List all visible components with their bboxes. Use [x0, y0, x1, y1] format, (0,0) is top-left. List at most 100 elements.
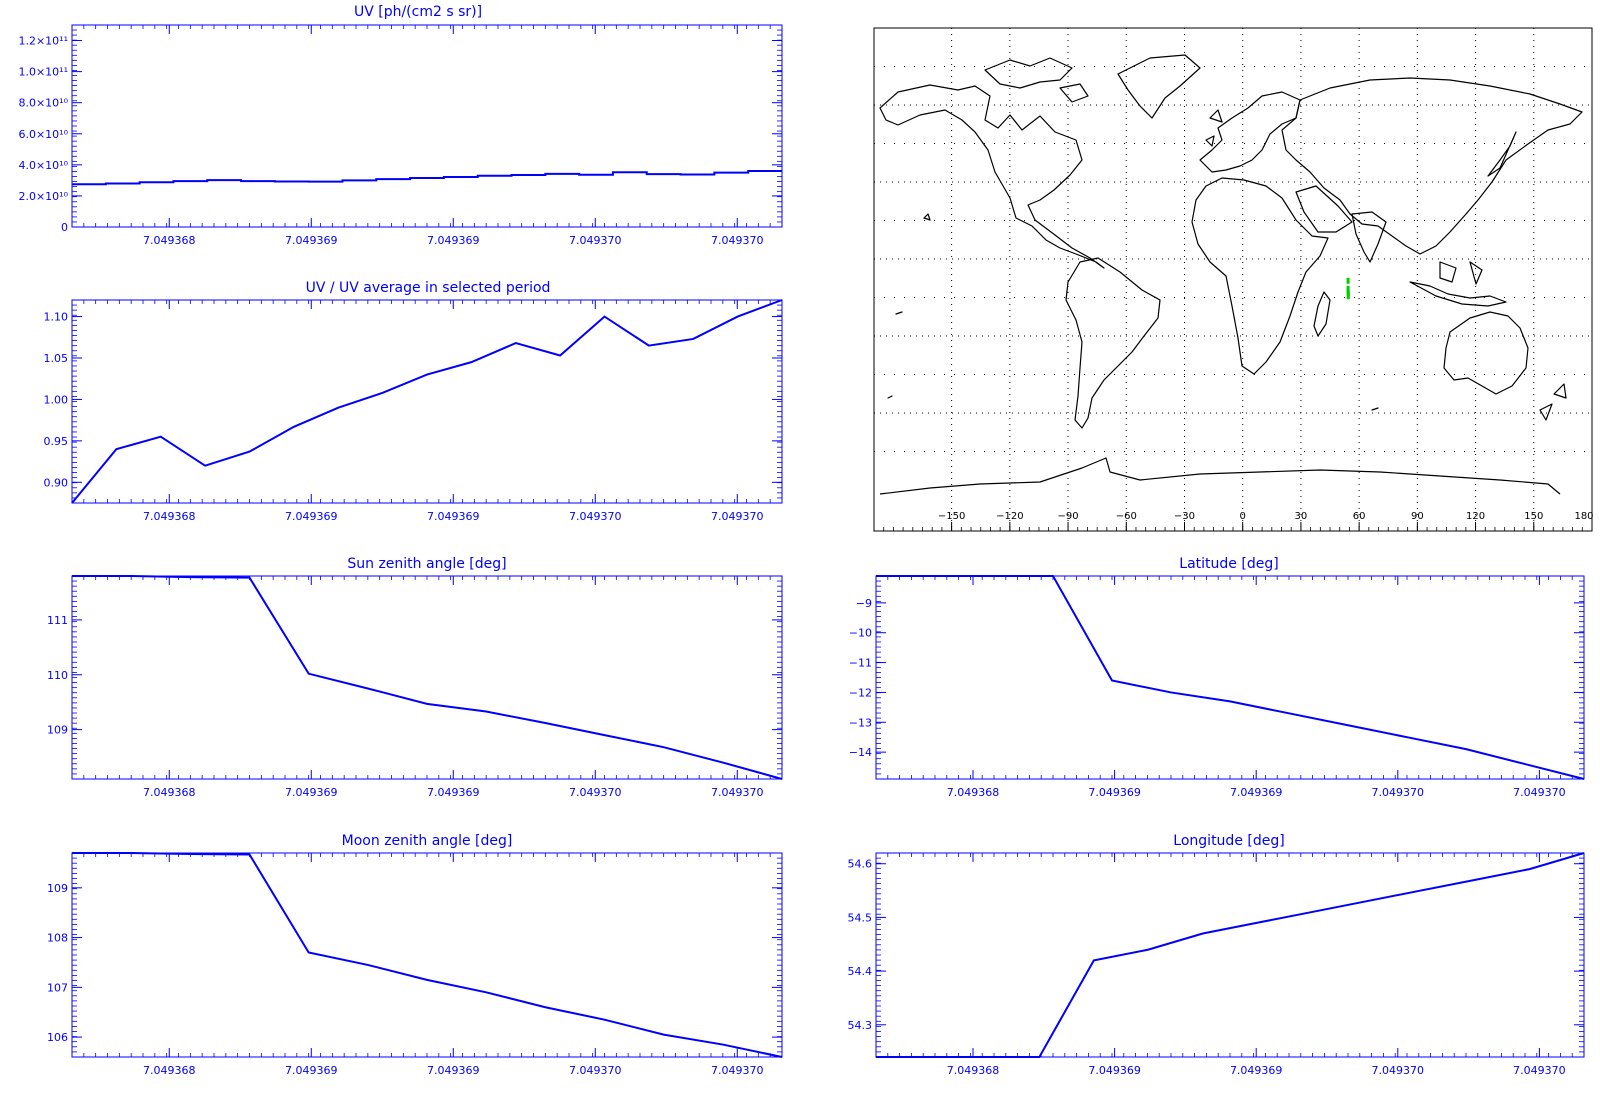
x-tick-label: 7.049370 — [1513, 1064, 1566, 1077]
x-tick-label: 7.049369 — [1088, 786, 1141, 799]
coast-small-islands — [887, 135, 1379, 411]
moon-zenith-axes-frame — [71, 852, 783, 1058]
map-x-tick-label: 120 — [1466, 511, 1485, 522]
map-x-tick-label: 180 — [1574, 511, 1593, 522]
map-x-tick-label: −150 — [938, 511, 965, 522]
coast-arctic-islands — [984, 57, 1089, 103]
y-tick-label: −11 — [849, 657, 872, 670]
map-x-tick-label: 60 — [1353, 511, 1366, 522]
map-x-tick-label: −30 — [1174, 511, 1195, 522]
y-tick-label: 54.6 — [848, 858, 873, 871]
x-tick-label: 7.049369 — [1230, 1064, 1283, 1077]
latitude-title: Latitude [deg] — [1179, 556, 1278, 572]
map-x-tick-label: 150 — [1524, 511, 1543, 522]
moon-zenith-series-line — [72, 852, 783, 1058]
y-tick-label: −10 — [849, 627, 872, 640]
x-tick-label: 7.049370 — [1372, 786, 1425, 799]
y-tick-label: 54.5 — [848, 911, 873, 924]
x-tick-label: 7.049370 — [711, 1064, 764, 1077]
x-tick-label: 7.049370 — [711, 234, 764, 247]
x-tick-label: 7.049370 — [1513, 786, 1566, 799]
y-tick-label: 1.2×10¹¹ — [18, 35, 68, 48]
x-tick-label: 7.049368 — [143, 1064, 196, 1077]
x-tick-label: 7.049369 — [1088, 1064, 1141, 1077]
x-tick-label: 7.049370 — [711, 786, 764, 799]
map-x-tick-label: −90 — [1057, 511, 1078, 522]
y-tick-label: 108 — [47, 932, 68, 945]
x-tick-label: 7.049369 — [285, 786, 338, 799]
y-tick-label: 109 — [47, 724, 68, 737]
longitude-title: Longitude [deg] — [1173, 833, 1284, 849]
x-tick-label: 7.049370 — [711, 510, 764, 523]
world-map-panel: −150 −120 −90 −60 −30 0 30 60 90 120 150 180 — [873, 27, 1594, 532]
x-tick-label: 7.049368 — [143, 510, 196, 523]
map-x-tick-label: −60 — [1116, 511, 1137, 522]
uv-ratio-axes-frame — [71, 299, 783, 504]
uv-title: UV [ph/(cm2 s sr)] — [354, 4, 482, 20]
coast-south-america — [1065, 257, 1161, 429]
y-tick-label: 110 — [47, 669, 68, 682]
track-point — [1346, 293, 1350, 300]
moon-zenith-title: Moon zenith angle [deg] — [342, 833, 513, 849]
y-tick-label: 4.0×10¹⁰ — [18, 159, 68, 172]
x-tick-label: 7.049369 — [427, 786, 480, 799]
y-tick-label: 1.05 — [44, 352, 69, 365]
satellite-track — [1346, 277, 1350, 300]
x-tick-label: 7.049368 — [143, 234, 196, 247]
longitude-series-line — [876, 852, 1585, 1058]
y-tick-label: 0.90 — [44, 476, 69, 489]
y-tick-label: 0 — [61, 221, 68, 234]
y-tick-label: −14 — [849, 746, 872, 759]
x-tick-label: 7.049370 — [569, 1064, 622, 1077]
sun-zenith-panel: Sun zenith angle [deg] 109 110 111 7.04936… — [47, 556, 783, 799]
y-tick-label: 0.95 — [44, 435, 69, 448]
y-tick-label: 54.3 — [848, 1019, 873, 1032]
x-tick-label: 7.049369 — [427, 1064, 480, 1077]
y-tick-label: 1.00 — [44, 393, 69, 406]
coast-arabia — [1295, 185, 1353, 233]
y-tick-label: 1.0×10¹¹ — [18, 66, 68, 79]
y-tick-label: 8.0×10¹⁰ — [18, 97, 68, 110]
map-x-tick-label: −120 — [996, 511, 1023, 522]
x-tick-label: 7.049370 — [569, 786, 622, 799]
uv-ratio-title: UV / UV average in selected period — [306, 280, 551, 296]
y-tick-label: 54.4 — [848, 965, 873, 978]
uv-panel: UV [ph/(cm2 s sr)] 0 2.0×10¹⁰ 4.0×10¹⁰ 6.0×… — [18, 4, 783, 247]
latitude-panel: Latitude [deg] −14 −13 −12 −11 −10 −9 7.04936… — [849, 556, 1585, 799]
y-tick-label: −9 — [856, 597, 872, 610]
x-tick-label: 7.049370 — [569, 234, 622, 247]
map-coastlines — [879, 54, 1583, 495]
coast-new-zealand — [1539, 383, 1567, 421]
coast-madagascar — [1313, 291, 1331, 337]
uv-series-line — [72, 170, 782, 186]
coast-indonesia — [1409, 261, 1507, 307]
coast-australia — [1443, 311, 1529, 395]
x-tick-label: 7.049369 — [285, 1064, 338, 1077]
x-tick-label: 7.049370 — [569, 510, 622, 523]
x-tick-label: 7.049368 — [947, 786, 1000, 799]
moon-zenith-panel: Moon zenith angle [deg] 106 107 108 109 7.0… — [47, 833, 783, 1077]
y-tick-label: 107 — [47, 981, 68, 994]
x-tick-label: 7.049369 — [1230, 786, 1283, 799]
y-tick-label: 2.0×10¹⁰ — [18, 190, 68, 203]
x-tick-label: 7.049369 — [427, 510, 480, 523]
coast-greenland — [1117, 54, 1201, 119]
latitude-axes-frame — [875, 575, 1585, 780]
y-tick-label: −12 — [849, 686, 872, 699]
sun-zenith-axes-frame — [71, 575, 783, 780]
map-frame — [873, 27, 1593, 532]
uv-ratio-panel: UV / UV average in selected period 0.90 0… — [44, 280, 783, 523]
coast-india — [1351, 211, 1387, 263]
x-tick-label: 7.049369 — [427, 234, 480, 247]
x-tick-label: 7.049370 — [1372, 1064, 1425, 1077]
longitude-panel: Longitude [deg] 54.3 54.4 54.5 54.6 7.04936… — [848, 833, 1585, 1077]
x-tick-label: 7.049368 — [143, 786, 196, 799]
x-tick-label: 7.049369 — [285, 510, 338, 523]
coast-japan — [1487, 131, 1517, 177]
y-tick-label: 111 — [47, 614, 68, 627]
y-tick-label: −13 — [849, 716, 872, 729]
coast-north-america — [879, 84, 1105, 269]
x-tick-label: 7.049369 — [285, 234, 338, 247]
